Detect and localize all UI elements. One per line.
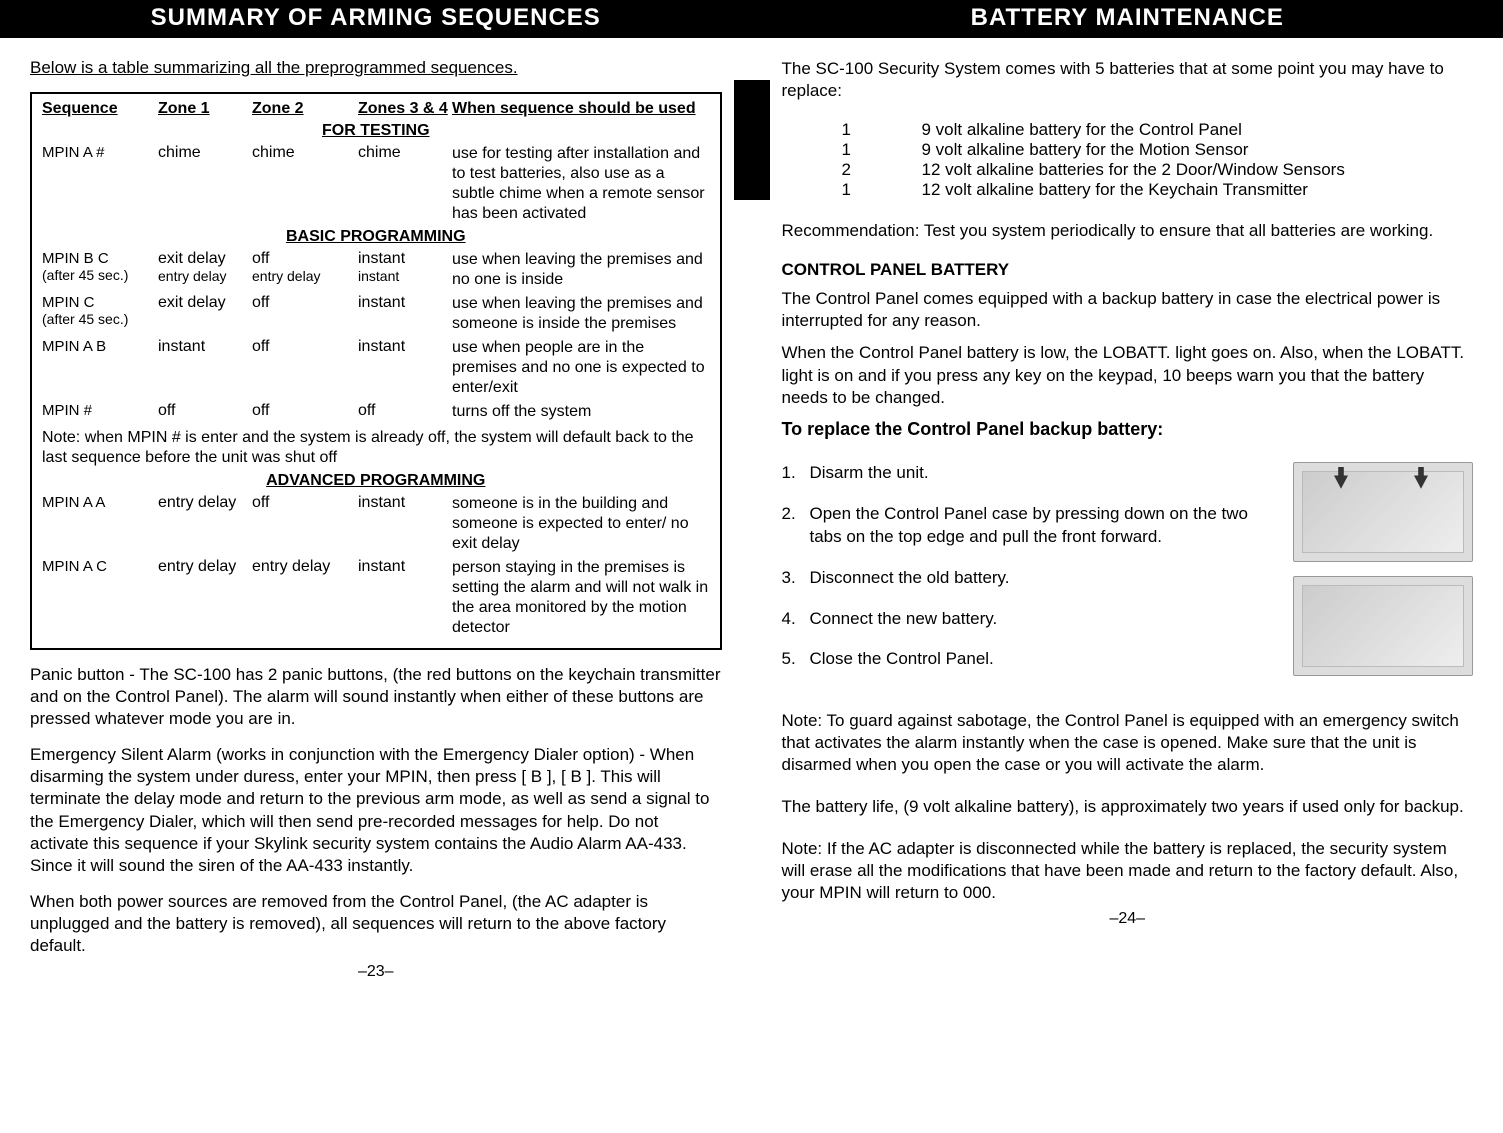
- cell-z2: chime: [252, 144, 358, 162]
- th-when: When sequence should be used: [452, 100, 710, 118]
- cell-z34: instant: [358, 494, 452, 512]
- cell-z34: instant: [358, 558, 452, 576]
- table-row: MPIN B C(after 45 sec.) exit delayentry …: [42, 250, 710, 290]
- replace-heading: To replace the Control Panel backup batt…: [782, 419, 1474, 440]
- intro-text: Below is a table summarizing all the pre…: [30, 58, 722, 78]
- control-panel-battery-heading: CONTROL PANEL BATTERY: [782, 260, 1474, 280]
- left-header: SUMMARY OF ARMING SEQUENCES: [0, 0, 752, 38]
- control-panel-open-image: [1293, 576, 1473, 676]
- cell-z2: entry delay: [252, 558, 358, 576]
- cell-seq: MPIN A A: [42, 494, 152, 511]
- cp-para-1: The Control Panel comes equipped with a …: [782, 288, 1474, 332]
- right-header: BATTERY MAINTENANCE: [752, 0, 1503, 38]
- cell-when: turns off the system: [452, 402, 710, 422]
- power-para: When both power sources are removed from…: [30, 891, 722, 957]
- note-battery-life: The battery life, (9 volt alkaline batte…: [782, 796, 1474, 818]
- cell-z34: instant: [358, 338, 452, 356]
- step-images: [1283, 462, 1473, 690]
- table-row: MPIN A B instant off instant use when pe…: [42, 338, 710, 398]
- table-row: MPIN A A entry delay off instant someone…: [42, 494, 710, 554]
- step-item: 2.Open the Control Panel case by pressin…: [782, 503, 1284, 549]
- arrow-down-icon: [1334, 467, 1348, 489]
- section-advanced: ADVANCED PROGRAMMING: [42, 472, 710, 490]
- recommendation: Recommendation: Test you system periodic…: [782, 220, 1474, 242]
- page-right: BATTERY MAINTENANCE The SC-100 Security …: [752, 0, 1503, 1133]
- cell-seq: MPIN #: [42, 402, 152, 419]
- cell-z34: off: [358, 402, 452, 420]
- step-item: 3.Disconnect the old battery.: [782, 567, 1284, 590]
- step-item: 1.Disarm the unit.: [782, 462, 1284, 485]
- th-zone2: Zone 2: [252, 100, 358, 118]
- cell-seq: MPIN C(after 45 sec.): [42, 294, 152, 327]
- cell-z1: exit delayentry delay: [152, 250, 252, 284]
- cell-z1: exit delay: [152, 294, 252, 312]
- cell-when: use when people are in the premises and …: [452, 338, 710, 398]
- control-panel-closed-image: [1293, 462, 1473, 562]
- cell-when: use when leaving the premises and no one…: [452, 250, 710, 290]
- step-item: 5.Close the Control Panel.: [782, 648, 1284, 671]
- table-header-row: Sequence Zone 1 Zone 2 Zones 3 & 4 When …: [42, 100, 710, 118]
- steps-container: 1.Disarm the unit. 2.Open the Control Pa…: [782, 462, 1474, 690]
- emergency-para: Emergency Silent Alarm (works in conjunc…: [30, 744, 722, 877]
- table-row: MPIN A C entry delay entry delay instant…: [42, 558, 710, 638]
- cell-z1: chime: [152, 144, 252, 162]
- battery-intro: The SC-100 Security System comes with 5 …: [782, 58, 1474, 102]
- sequence-table: Sequence Zone 1 Zone 2 Zones 3 & 4 When …: [30, 92, 722, 650]
- table-row: MPIN C(after 45 sec.) exit delay off ins…: [42, 294, 710, 334]
- cell-z2: off: [252, 338, 358, 356]
- cell-seq: MPIN A B: [42, 338, 152, 355]
- list-item: 212 volt alkaline batteries for the 2 Do…: [842, 160, 1474, 180]
- th-zone1: Zone 1: [152, 100, 252, 118]
- cell-z1: instant: [152, 338, 252, 356]
- cell-z2: off: [252, 402, 358, 420]
- cell-z1: off: [152, 402, 252, 420]
- list-item: 112 volt alkaline battery for the Keycha…: [842, 180, 1474, 200]
- cell-z1: entry delay: [152, 558, 252, 576]
- steps-list: 1.Disarm the unit. 2.Open the Control Pa…: [782, 462, 1284, 690]
- note-sabotage: Note: To guard against sabotage, the Con…: [782, 710, 1474, 776]
- cell-when: person staying in the premises is settin…: [452, 558, 710, 638]
- note-ac-adapter: Note: If the AC adapter is disconnected …: [782, 838, 1474, 904]
- table-row: MPIN A # chime chime chime use for testi…: [42, 144, 710, 224]
- cell-z2: off: [252, 294, 358, 312]
- cell-z1: entry delay: [152, 494, 252, 512]
- cell-z34: instantinstant: [358, 250, 452, 284]
- cell-z34: chime: [358, 144, 452, 162]
- table-note: Note: when MPIN # is enter and the syste…: [42, 428, 710, 468]
- arrow-down-icon: [1414, 467, 1428, 489]
- list-item: 19 volt alkaline battery for the Control…: [842, 120, 1474, 140]
- list-item: 19 volt alkaline battery for the Motion …: [842, 140, 1474, 160]
- panic-para: Panic button - The SC-100 has 2 panic bu…: [30, 664, 722, 730]
- th-sequence: Sequence: [42, 100, 152, 118]
- section-testing: FOR TESTING: [42, 122, 710, 140]
- table-row: MPIN # off off off turns off the system: [42, 402, 710, 422]
- cell-when: use for testing after installation and t…: [452, 144, 710, 224]
- section-basic: BASIC PROGRAMMING: [42, 228, 710, 246]
- cp-para-2: When the Control Panel battery is low, t…: [782, 342, 1474, 408]
- cell-when: use when leaving the premises and someon…: [452, 294, 710, 334]
- page-number-left: –23–: [30, 963, 722, 981]
- step-item: 4.Connect the new battery.: [782, 608, 1284, 631]
- battery-list: 19 volt alkaline battery for the Control…: [842, 120, 1474, 200]
- cell-seq: MPIN B C(after 45 sec.): [42, 250, 152, 283]
- th-zones34: Zones 3 & 4: [358, 100, 452, 118]
- cell-when: someone is in the building and someone i…: [452, 494, 710, 554]
- cell-seq: MPIN A #: [42, 144, 152, 161]
- cell-z34: instant: [358, 294, 452, 312]
- page-left: SUMMARY OF ARMING SEQUENCES Below is a t…: [0, 0, 752, 1133]
- page-number-right: –24–: [782, 910, 1474, 928]
- cell-z2: off: [252, 494, 358, 512]
- cell-z2: offentry delay: [252, 250, 358, 284]
- cell-seq: MPIN A C: [42, 558, 152, 575]
